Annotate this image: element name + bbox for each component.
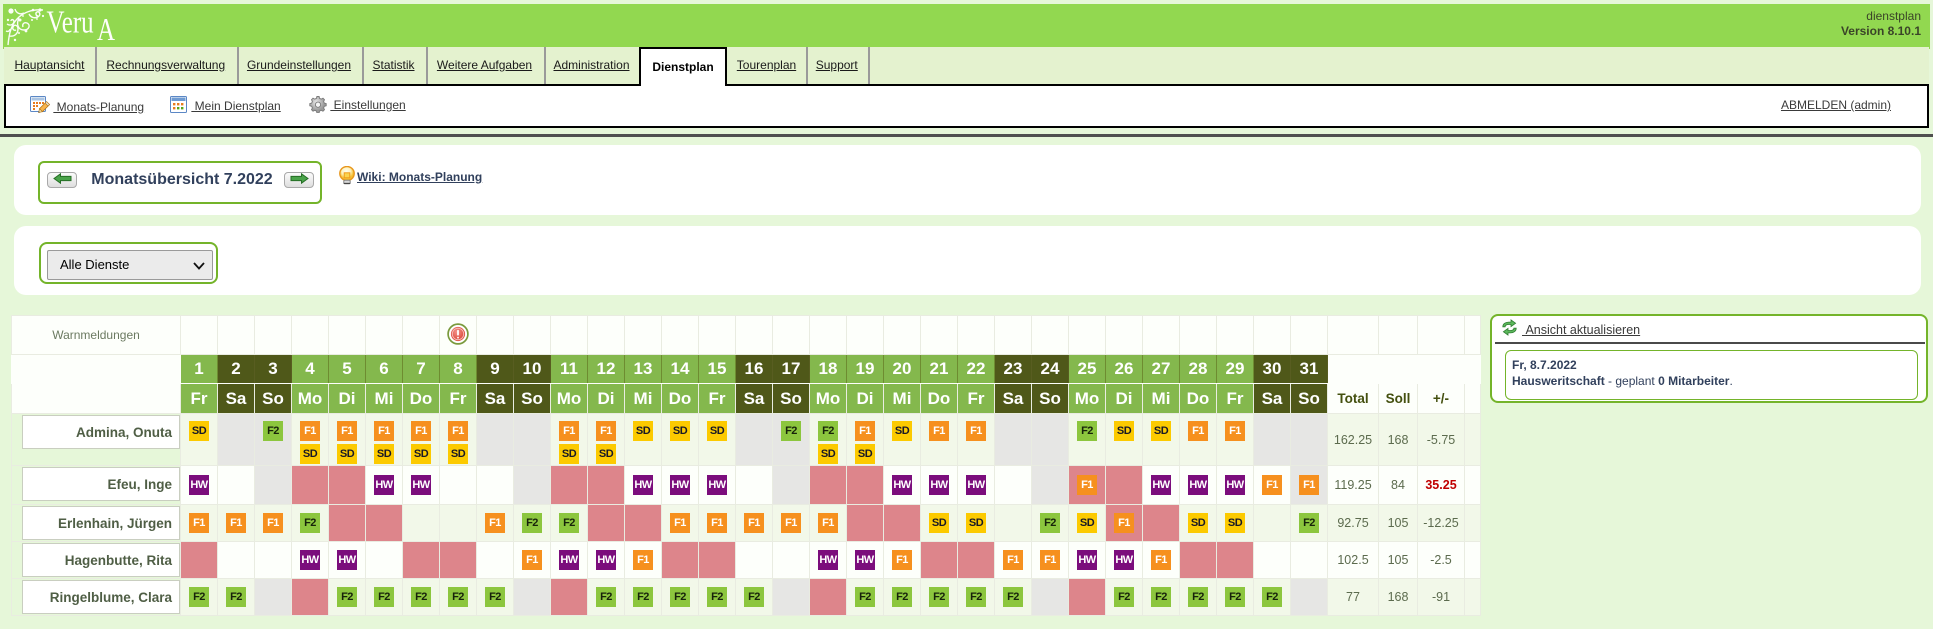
svg-text:Veru: Veru [47,5,94,41]
svg-text:A: A [97,12,115,48]
